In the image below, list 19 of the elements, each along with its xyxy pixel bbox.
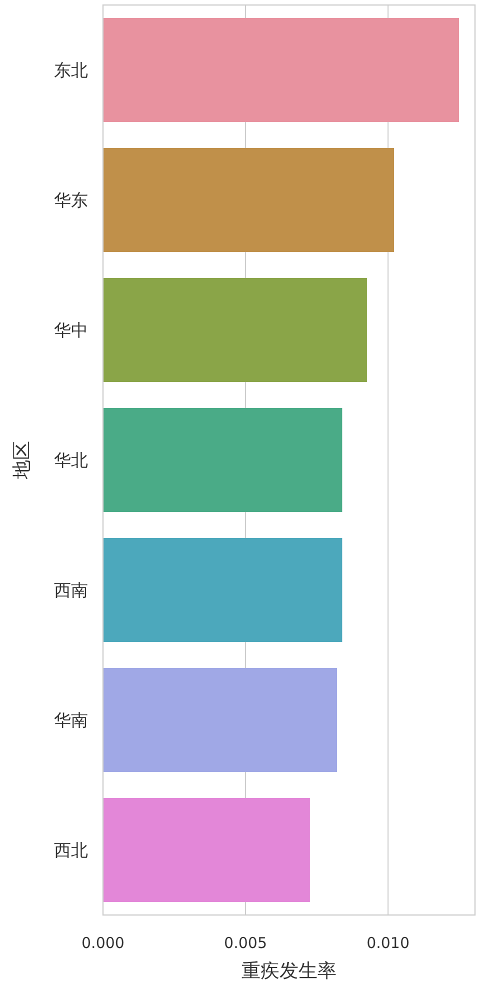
- x-axis-title: 重疾发生率: [242, 960, 336, 982]
- y-tick-label: 东北: [54, 61, 88, 81]
- y-tick-label: 华北: [54, 451, 88, 471]
- bar: [103, 408, 342, 512]
- x-tick-label: 0.000: [82, 934, 124, 952]
- y-tick-label: 西南: [54, 581, 88, 601]
- y-axis-title: 地区: [11, 441, 33, 480]
- y-tick-label: 华南: [54, 711, 88, 731]
- bar: [103, 668, 338, 772]
- x-tick-label: 0.005: [224, 934, 268, 952]
- bar: [103, 278, 367, 382]
- y-tick-label: 华东: [54, 191, 88, 211]
- bar: [103, 798, 310, 902]
- bar: [103, 148, 394, 252]
- x-tick-label: 0.010: [366, 934, 410, 952]
- bar: [103, 538, 342, 642]
- y-tick-label: 西北: [54, 841, 88, 861]
- y-tick-label: 华中: [54, 321, 88, 341]
- bar: [103, 18, 460, 122]
